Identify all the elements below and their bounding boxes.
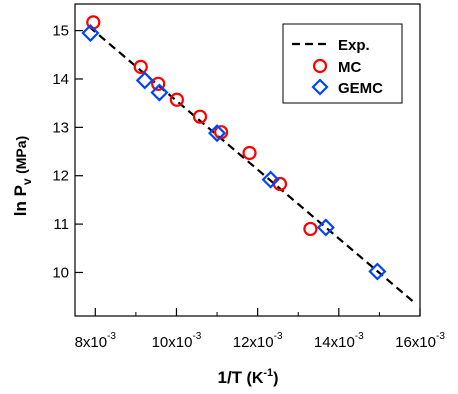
y-tick-label: 15: [52, 23, 69, 40]
y-axis-label: ln Pv (MPa): [11, 136, 34, 216]
mc-point: [192, 109, 208, 124]
gemc-point: [150, 83, 169, 102]
y-axis-label-main: ln P: [11, 185, 30, 216]
gemc-point: [261, 170, 280, 189]
svg-text:ln Pv (MPa): ln Pv (MPa): [11, 136, 34, 216]
legend: Exp. MC GEMC: [282, 23, 403, 104]
axes: 10 11 12 13 14 15 8x10-3 10x10-3 12x10-3 14x10-3 1…: [52, 3, 445, 351]
legend-swatch-mc: [312, 58, 328, 74]
mc-point: [303, 221, 318, 237]
x-tick-label: 14x10-3: [314, 331, 364, 351]
mc-point: [133, 59, 148, 74]
mc-point: [242, 145, 257, 161]
legend-box: [282, 23, 403, 104]
x-axis-label-unit: (K: [247, 370, 264, 387]
gemc-point: [368, 262, 387, 281]
y-tick-label: 11: [53, 216, 69, 233]
x-axis-label: 1/T (K-1): [217, 367, 278, 387]
gemc-point: [81, 23, 100, 43]
gemc-point: [316, 218, 335, 237]
gemc-point: [208, 124, 227, 143]
plot-frame: [74, 3, 421, 317]
x-tick-label: 16x10-3: [395, 331, 445, 351]
y-tick-label: 13: [52, 119, 69, 136]
x-tick-label: 10x10-3: [152, 331, 202, 351]
x-tick-label: 12x10-3: [233, 331, 283, 351]
y-axis-label-unit: (MPa): [13, 136, 29, 174]
legend-label-mc: MC: [338, 59, 361, 76]
legend-label-exp: Exp.: [338, 37, 370, 54]
x-axis-label-unit-exp: -1: [263, 367, 273, 379]
x-tick-label: 8x10-3: [75, 331, 117, 351]
mc-point: [169, 92, 184, 107]
x-axis-label-main: 1/T: [217, 368, 242, 387]
mc-point: [214, 125, 229, 140]
mc-point: [151, 76, 166, 91]
gemc-point: [135, 71, 154, 90]
y-tick-label: 14: [52, 71, 69, 88]
legend-label-gemc: GEMC: [338, 80, 383, 97]
x-axis-label-unit-close: ): [273, 370, 278, 387]
y-tick-label: 10: [52, 264, 69, 281]
plot-area: [81, 15, 417, 305]
legend-swatch-gemc: [311, 78, 329, 96]
y-tick-label: 12: [52, 168, 69, 185]
y-axis-label-sub: v: [20, 178, 34, 185]
svg-text:1/T (K-1): 1/T (K-1): [217, 367, 278, 387]
